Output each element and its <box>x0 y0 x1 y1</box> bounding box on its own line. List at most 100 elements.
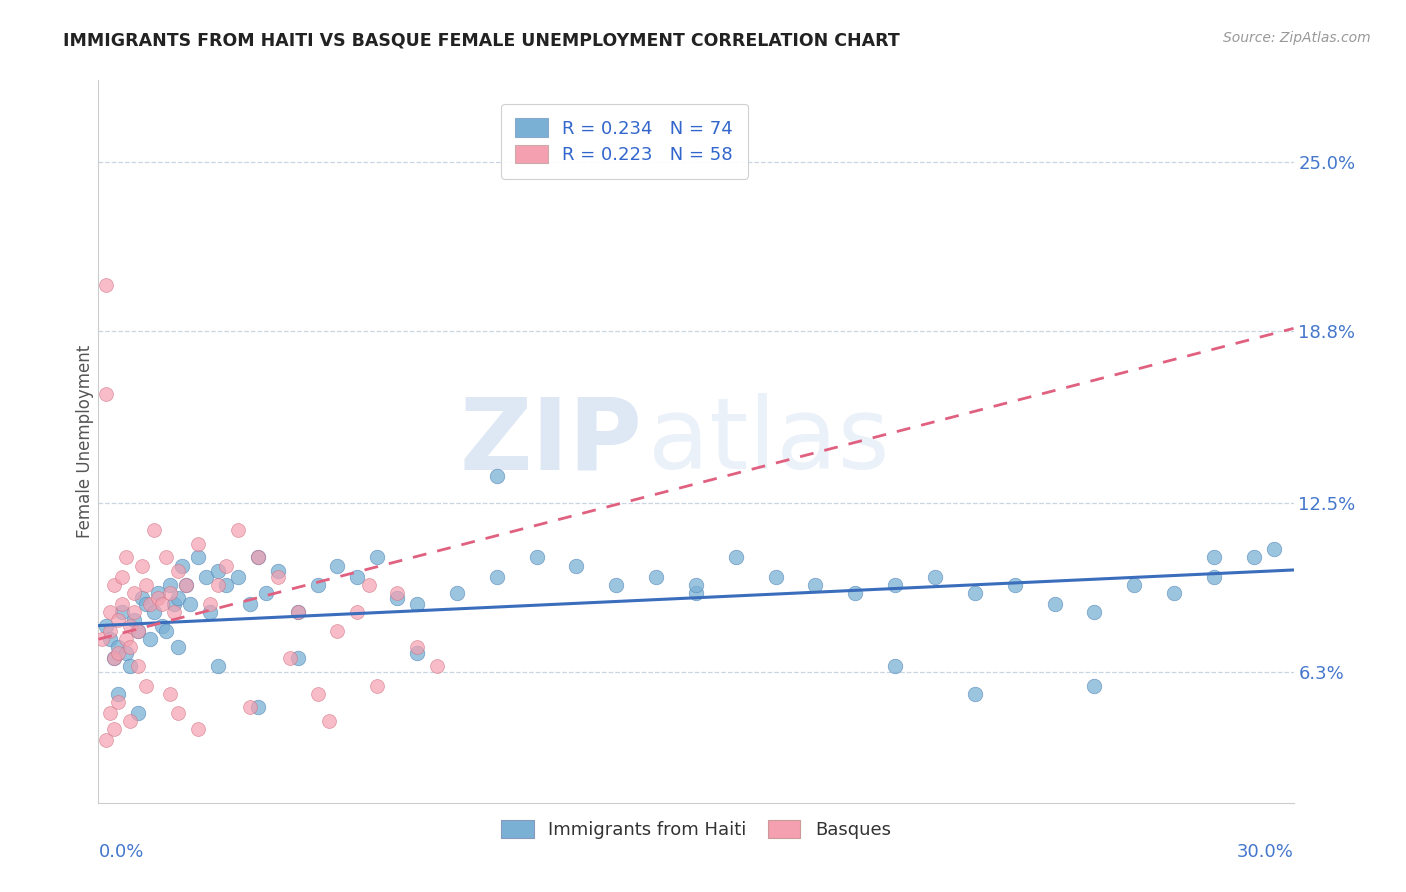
Point <box>605 577 627 591</box>
Point <box>120 714 142 728</box>
Point <box>359 577 381 591</box>
Point <box>107 640 129 655</box>
Point <box>107 646 129 660</box>
Point <box>1083 605 1105 619</box>
Point <box>159 687 181 701</box>
Point <box>1202 550 1225 565</box>
Point <box>207 577 229 591</box>
Point <box>167 591 190 606</box>
Point <box>163 597 186 611</box>
Text: ZIP: ZIP <box>460 393 643 490</box>
Point <box>120 618 142 632</box>
Point <box>107 687 129 701</box>
Point <box>103 651 125 665</box>
Point <box>963 687 986 701</box>
Point <box>346 605 368 619</box>
Text: IMMIGRANTS FROM HAITI VS BASQUE FEMALE UNEMPLOYMENT CORRELATION CHART: IMMIGRANTS FROM HAITI VS BASQUE FEMALE U… <box>63 31 900 49</box>
Point <box>406 646 429 660</box>
Point <box>135 577 157 591</box>
Point <box>198 597 221 611</box>
Point <box>287 651 309 665</box>
Point <box>103 722 125 736</box>
Point <box>446 586 468 600</box>
Point <box>96 277 118 292</box>
Point <box>884 577 907 591</box>
Point <box>267 564 290 578</box>
Point <box>207 564 229 578</box>
Point <box>135 597 157 611</box>
Point <box>155 550 177 565</box>
Point <box>91 632 114 647</box>
Point <box>96 618 118 632</box>
Point <box>307 687 329 701</box>
Point <box>148 591 170 606</box>
Point <box>198 605 221 619</box>
Point <box>724 550 747 565</box>
Point <box>124 613 146 627</box>
Point <box>645 569 668 583</box>
Point <box>103 577 125 591</box>
Point <box>143 605 166 619</box>
Point <box>924 569 946 583</box>
Point <box>195 569 218 583</box>
Point <box>111 569 134 583</box>
Point <box>174 577 197 591</box>
Point <box>174 577 197 591</box>
Point <box>98 624 122 638</box>
Point <box>120 659 142 673</box>
Point <box>1243 550 1265 565</box>
Point <box>1263 542 1285 557</box>
Point <box>98 605 122 619</box>
Point <box>685 586 707 600</box>
Point <box>167 640 190 655</box>
Point <box>163 605 186 619</box>
Point <box>246 550 269 565</box>
Point <box>1083 679 1105 693</box>
Point <box>1163 586 1185 600</box>
Point <box>1123 577 1146 591</box>
Point <box>226 569 249 583</box>
Point <box>346 569 368 583</box>
Point <box>127 659 149 673</box>
Point <box>139 597 162 611</box>
Point <box>963 586 986 600</box>
Point <box>215 577 238 591</box>
Point <box>239 597 262 611</box>
Point <box>167 564 190 578</box>
Point <box>187 550 209 565</box>
Point <box>127 706 149 720</box>
Point <box>124 605 146 619</box>
Text: 30.0%: 30.0% <box>1237 843 1294 861</box>
Point <box>254 586 277 600</box>
Point <box>167 706 190 720</box>
Point <box>565 558 588 573</box>
Text: 0.0%: 0.0% <box>98 843 143 861</box>
Point <box>127 624 149 638</box>
Legend: Immigrants from Haiti, Basques: Immigrants from Haiti, Basques <box>492 811 900 848</box>
Point <box>385 586 409 600</box>
Point <box>111 605 134 619</box>
Point <box>187 722 209 736</box>
Point <box>115 646 138 660</box>
Point <box>107 613 129 627</box>
Point <box>103 651 125 665</box>
Point <box>150 618 173 632</box>
Point <box>115 550 138 565</box>
Point <box>318 714 340 728</box>
Point <box>179 597 201 611</box>
Point <box>155 624 177 638</box>
Point <box>98 632 122 647</box>
Point <box>326 624 349 638</box>
Point <box>131 591 153 606</box>
Point <box>278 651 301 665</box>
Point <box>98 706 122 720</box>
Point <box>135 679 157 693</box>
Point <box>96 733 118 747</box>
Point <box>406 640 429 655</box>
Y-axis label: Female Unemployment: Female Unemployment <box>76 345 94 538</box>
Point <box>172 558 194 573</box>
Point <box>143 523 166 537</box>
Point <box>159 577 181 591</box>
Point <box>385 591 409 606</box>
Point <box>120 640 142 655</box>
